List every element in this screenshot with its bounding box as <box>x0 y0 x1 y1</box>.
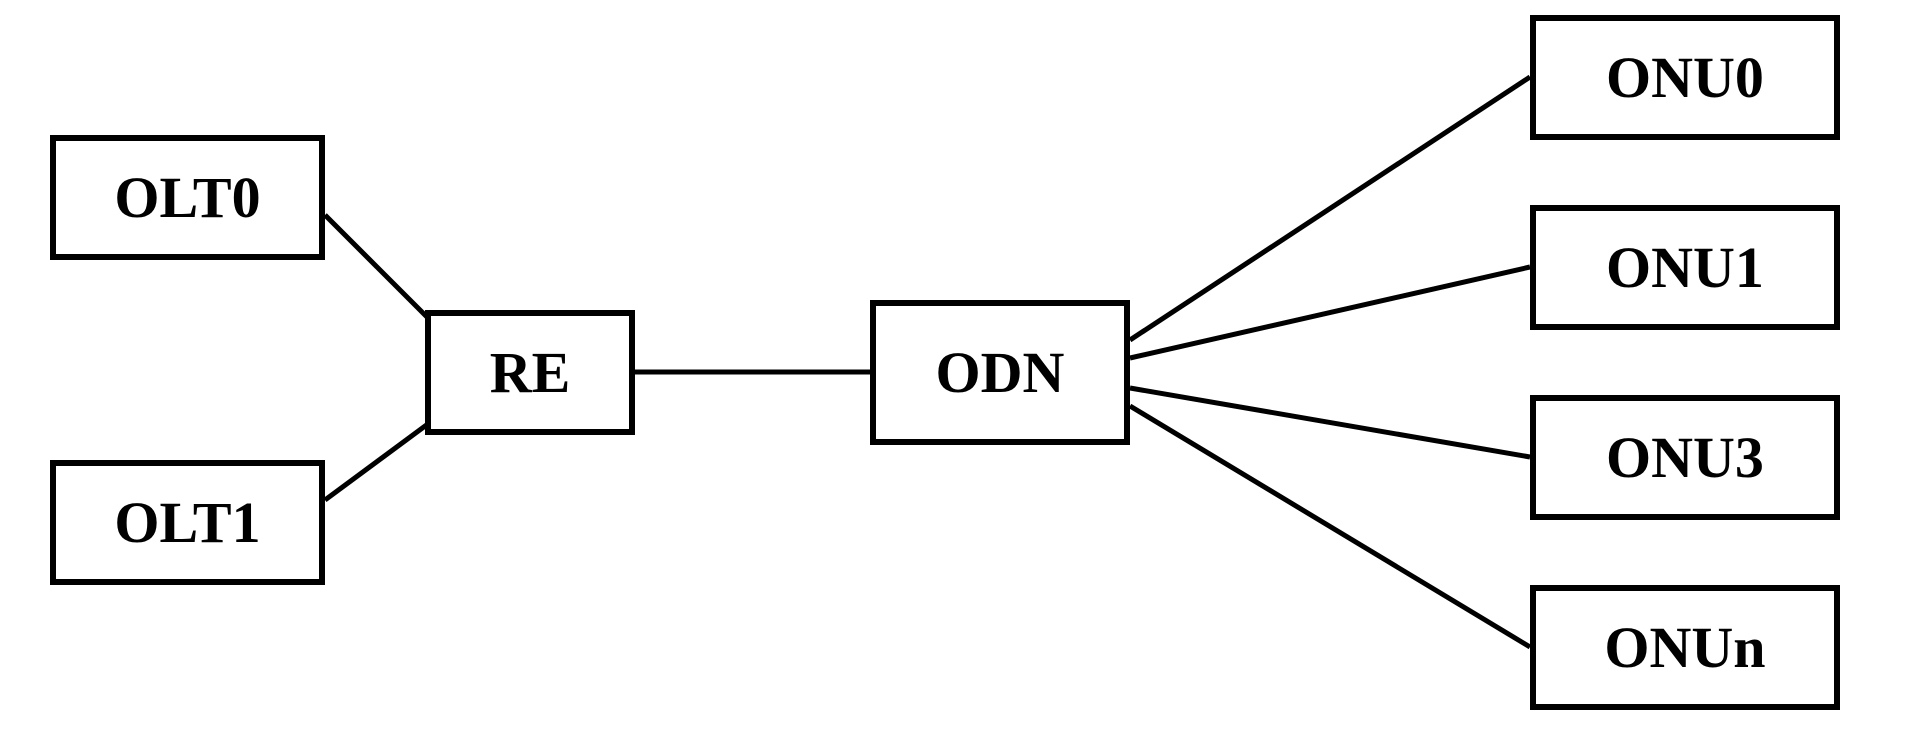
diagram-canvas: OLT0 OLT1 RE ODN ONU0 ONU1 ONU3 ONUn <box>0 0 1916 749</box>
node-onu3: ONU3 <box>1530 395 1840 520</box>
node-label: ONU0 <box>1606 44 1764 111</box>
node-onu0: ONU0 <box>1530 15 1840 140</box>
node-label: OLT0 <box>114 164 260 231</box>
edge-odn-onu3 <box>1130 388 1530 457</box>
node-olt1: OLT1 <box>50 460 325 585</box>
node-label: ONU3 <box>1606 424 1764 491</box>
node-odn: ODN <box>870 300 1130 445</box>
edge-olt0-re <box>325 215 440 330</box>
node-label: ONUn <box>1604 614 1765 681</box>
node-olt0: OLT0 <box>50 135 325 260</box>
node-onun: ONUn <box>1530 585 1840 710</box>
node-label: ODN <box>936 339 1065 406</box>
edge-odn-onu1 <box>1130 267 1530 358</box>
node-label: ONU1 <box>1606 234 1764 301</box>
edge-odn-onun <box>1130 406 1530 647</box>
edge-odn-onu0 <box>1130 77 1530 340</box>
node-label: RE <box>490 339 571 406</box>
node-re: RE <box>425 310 635 435</box>
node-onu1: ONU1 <box>1530 205 1840 330</box>
node-label: OLT1 <box>114 489 260 556</box>
edge-olt1-re <box>325 415 440 500</box>
